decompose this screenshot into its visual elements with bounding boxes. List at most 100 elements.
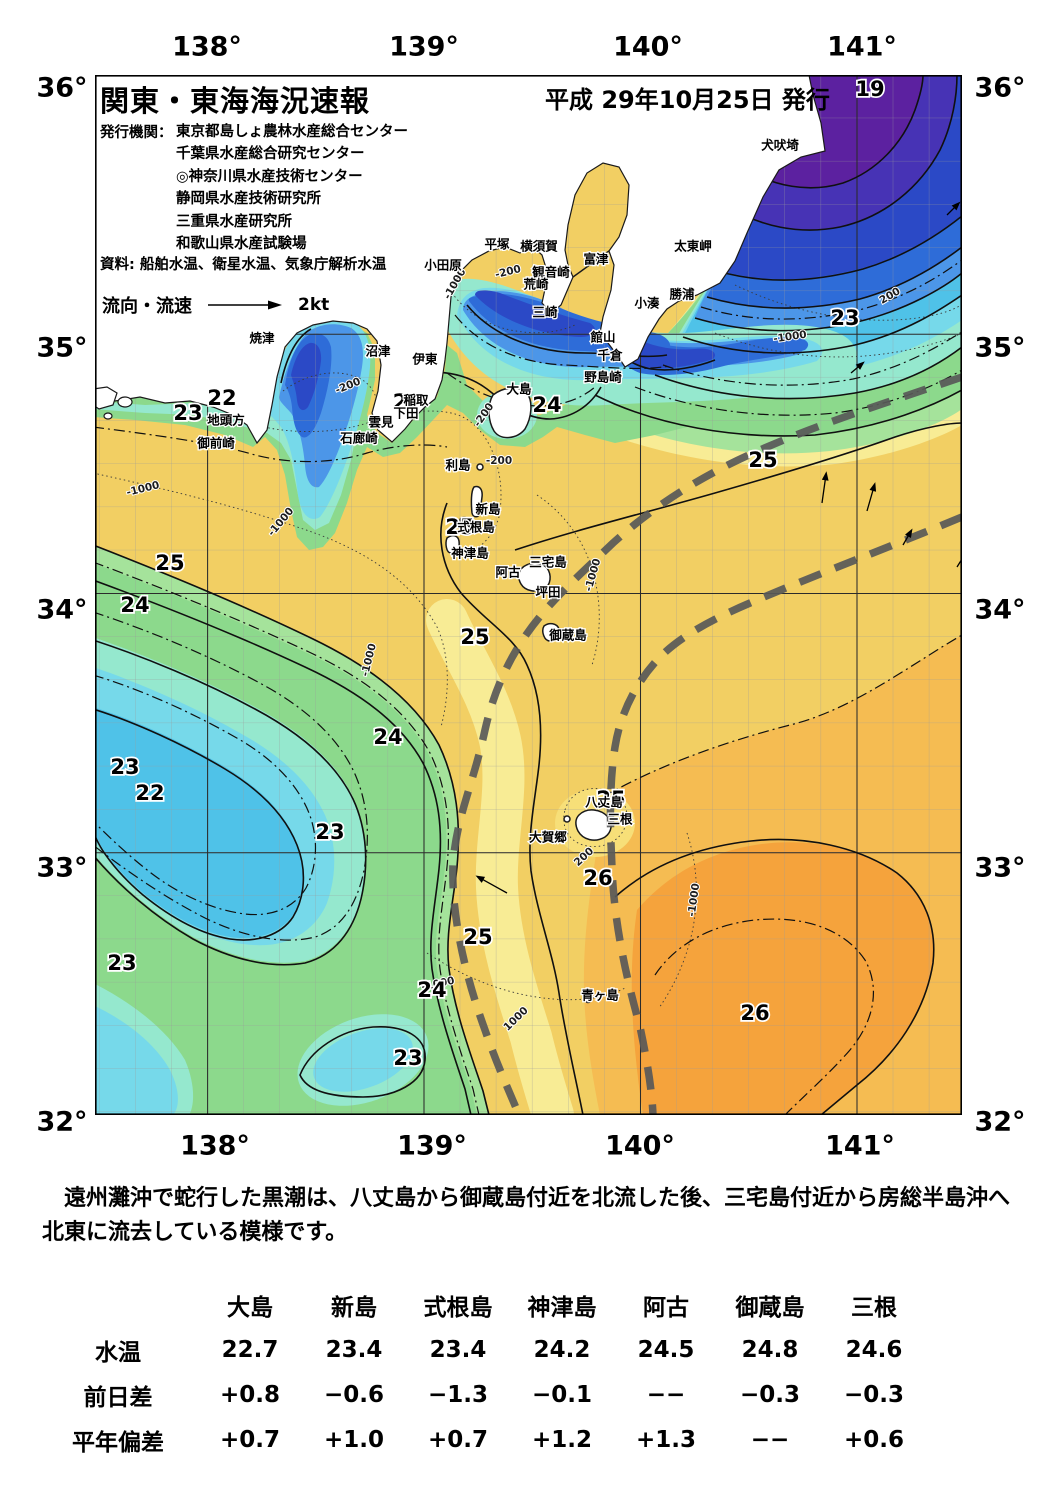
island-hachijojima — [575, 809, 612, 841]
current-arrows — [475, 201, 962, 894]
col-header: 新島 — [331, 1294, 377, 1321]
island-hachijokojima — [563, 815, 571, 823]
place-label: 地頭方 — [207, 413, 245, 428]
current-legend-label: 流向・流速 — [102, 296, 192, 317]
temperature-label: 24 — [120, 593, 149, 617]
place-label: 三宅島 — [529, 555, 567, 570]
map-border — [95, 75, 962, 1115]
bathymetry-label: -200 — [486, 455, 512, 467]
place-label: 犬吠埼 — [760, 138, 799, 153]
normal-anomaly-value: +0.7 — [219, 1426, 280, 1453]
col-header: 式根島 — [423, 1294, 493, 1321]
temperature-label: 23 — [110, 755, 139, 779]
place-label: 太東岬 — [674, 239, 712, 254]
place-label: 小田原 — [423, 258, 462, 273]
day-diff-value: −− — [646, 1381, 686, 1408]
temperature-label: 23 — [315, 820, 344, 844]
island-shikinejima — [459, 516, 469, 524]
axis-label: 32° — [974, 1106, 1026, 1138]
temperature-label: 22 — [135, 781, 164, 805]
axis-label: 36° — [974, 72, 1026, 104]
island-aogashima — [583, 992, 593, 1004]
place-label: 観音崎 — [532, 265, 570, 280]
place-label: 新島 — [475, 502, 501, 517]
place-label: 坪田 — [535, 585, 560, 600]
temperature-label: 25 — [445, 515, 474, 539]
sst-map-svg: -1000-1000-200-200-200-1000 -200-1000-100… — [95, 75, 962, 1115]
col-header: 阿古 — [643, 1294, 689, 1321]
axis-label: 141° — [827, 31, 897, 63]
issuer-label: 発行機関： — [100, 125, 173, 141]
temperature-contours — [95, 75, 962, 1115]
current-arrow — [956, 547, 962, 568]
place-label: 千倉 — [597, 348, 623, 363]
temperature-label: 23 — [173, 401, 202, 425]
axis-label: 33° — [974, 852, 1026, 884]
axis-label: 32° — [36, 1106, 88, 1138]
temperature-label: 24 — [417, 978, 446, 1002]
issuer-list: 東京都島しょ農林水産総合センター 千葉県水産総合研究センター ◎神奈川県水産技術… — [176, 124, 408, 253]
place-label: 荒崎 — [522, 277, 549, 292]
day-diff-value: −0.1 — [531, 1381, 592, 1408]
col-header: 神津島 — [527, 1294, 597, 1321]
sst-value: 24.8 — [741, 1336, 799, 1363]
temperature-label: 2 — [393, 390, 408, 414]
island-oshima — [488, 387, 532, 439]
place-label: 阿古 — [495, 565, 521, 580]
temperature-label: 25 — [596, 787, 625, 811]
izu-islands — [445, 387, 612, 1004]
axis-label: 138° — [172, 31, 242, 63]
col-header: 三根 — [851, 1294, 897, 1321]
temperature-label: 23 — [830, 306, 859, 330]
island-miyakejima — [518, 562, 551, 592]
temperature-label: 26 — [740, 1001, 769, 1025]
place-label: 沼津 — [365, 344, 391, 359]
place-label: 三根 — [607, 812, 633, 827]
island-mikurajima — [542, 622, 561, 642]
normal-anomaly-value: +1.0 — [323, 1426, 384, 1453]
place-label: 横須賀 — [520, 239, 558, 254]
row-header: 水温 — [95, 1339, 141, 1366]
row-header: 平年偏差 — [72, 1429, 164, 1456]
island-niijima — [470, 485, 483, 518]
place-label: 小湊 — [633, 296, 660, 311]
place-label: 八丈島 — [584, 795, 623, 810]
place-label: 焼津 — [249, 331, 275, 346]
bathymetry-label: -1000 — [773, 329, 808, 346]
normal-anomaly-value: −− — [750, 1426, 790, 1453]
place-label: 御前崎 — [196, 436, 235, 451]
place-label: 平塚 — [484, 237, 510, 252]
normal-anomaly-value: +0.6 — [843, 1426, 904, 1453]
sst-value: 24.5 — [637, 1336, 695, 1363]
issue-date: 平成 29年10月25日 発行 — [545, 86, 830, 114]
honshu-coastline — [95, 75, 826, 445]
place-label: 野島崎 — [584, 370, 622, 385]
temperature-label: 19 — [855, 77, 884, 101]
place-label: 石廊崎 — [339, 431, 378, 446]
axis-label: 33° — [36, 852, 88, 884]
day-diff-value: −1.3 — [427, 1381, 488, 1408]
axis-label: 138° — [180, 1130, 250, 1162]
sst-value: 23.4 — [325, 1336, 383, 1363]
axis-label: 35° — [974, 332, 1026, 364]
report-title: 関東・東海海況速報 — [100, 84, 371, 118]
day-diff-value: −0.3 — [739, 1381, 800, 1408]
current-legend-arrow-icon — [208, 300, 282, 310]
temperature-label: 25 — [460, 625, 489, 649]
normal-anomaly-value: +1.2 — [531, 1426, 592, 1453]
place-label: 大賀郷 — [529, 830, 567, 845]
axis-label: 139° — [389, 31, 459, 63]
sst-value: 24.6 — [845, 1336, 903, 1363]
place-label: 青ヶ島 — [581, 988, 619, 1003]
current-arrow — [821, 471, 829, 504]
axis-label: 140° — [605, 1130, 675, 1162]
axis-label: 36° — [36, 72, 88, 104]
row-header: 前日差 — [83, 1384, 153, 1411]
current-arrow — [902, 528, 913, 546]
temperature-label: 24 — [532, 393, 561, 417]
axis-label: 140° — [613, 31, 683, 63]
island-kozushima — [445, 534, 460, 554]
col-header: 大島 — [227, 1294, 273, 1321]
